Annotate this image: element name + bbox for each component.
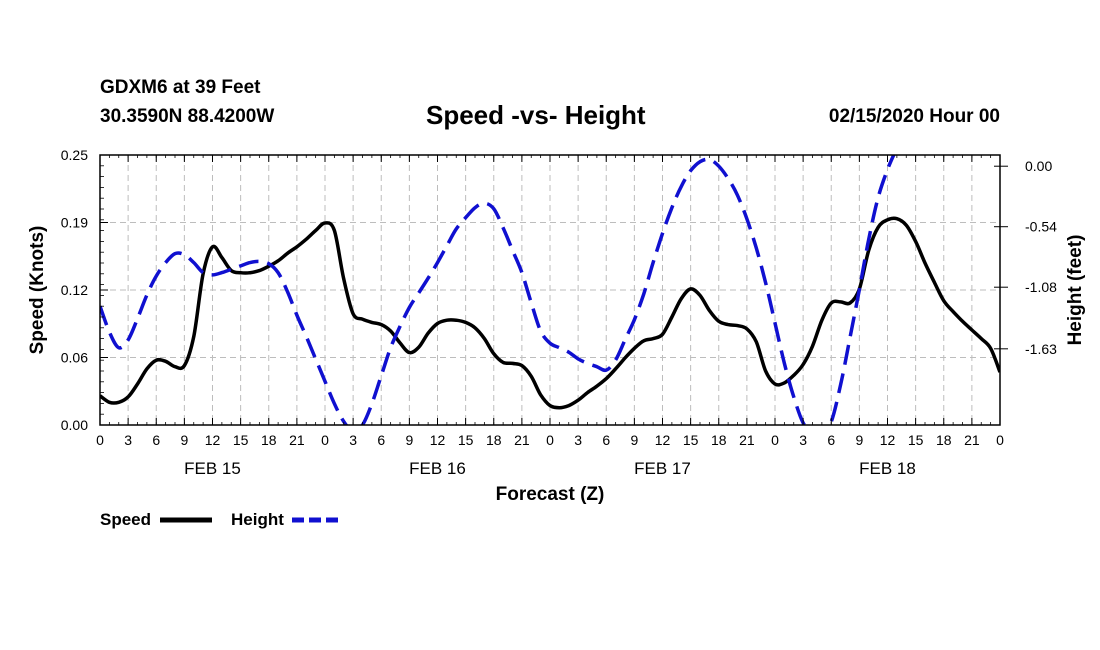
- x-tick-label: 6: [827, 432, 835, 448]
- y-right-axis-title: Height (feet): [1065, 235, 1086, 346]
- y-right-tick-label: -1.08: [1025, 279, 1057, 295]
- x-tick-label: 12: [880, 432, 896, 448]
- location-label: 30.3590N 88.4200W: [100, 106, 275, 127]
- axes: [99, 154, 1008, 426]
- x-tick-label: 9: [630, 432, 638, 448]
- x-tick-label: 3: [799, 432, 807, 448]
- day-label: FEB 16: [409, 459, 466, 478]
- axis-labels: 0 3 6 9 12 15 18 21 0 3 6 9 12 15 18 21 0 3 6 9 12 15 18 21 0 3 6 9…: [27, 147, 1086, 505]
- x-tick-label: 15: [683, 432, 699, 448]
- series-line-height: [100, 155, 896, 425]
- y-left-tick-label: 0.06: [61, 350, 88, 366]
- x-tick-label: 9: [855, 432, 863, 448]
- day-label: FEB 17: [634, 459, 691, 478]
- x-tick-label: 12: [655, 432, 671, 448]
- y-right-tick-label: -0.54: [1025, 219, 1057, 235]
- x-tick-label: 6: [152, 432, 160, 448]
- x-tick-label: 0: [546, 432, 554, 448]
- x-tick-label: 15: [233, 432, 249, 448]
- x-tick-label: 21: [289, 432, 305, 448]
- legend: Speed Height: [100, 510, 342, 529]
- legend-speed-label: Speed: [100, 510, 151, 529]
- station-label: GDXM6 at 39 Feet: [100, 77, 261, 98]
- day-label: FEB 18: [859, 459, 916, 478]
- x-tick-label: 12: [430, 432, 446, 448]
- x-tick-label: 3: [124, 432, 132, 448]
- x-tick-label: 0: [771, 432, 779, 448]
- datetime-label: 02/15/2020 Hour 00: [828, 106, 1000, 127]
- x-tick-label: 18: [486, 432, 502, 448]
- x-axis-title: Forecast (Z): [496, 484, 605, 505]
- x-tick-label: 9: [405, 432, 413, 448]
- x-tick-label: 0: [96, 432, 104, 448]
- x-tick-label: 3: [349, 432, 357, 448]
- chart-title: Speed -vs- Height: [426, 100, 646, 130]
- x-tick-label: 15: [458, 432, 474, 448]
- day-label: FEB 15: [184, 459, 241, 478]
- x-tick-label: 6: [602, 432, 610, 448]
- y-left-axis-title: Speed (Knots): [27, 226, 48, 355]
- x-tick-label: 21: [739, 432, 755, 448]
- x-tick-label: 9: [180, 432, 188, 448]
- legend-height-label: Height: [231, 510, 284, 529]
- x-tick-label: 6: [377, 432, 385, 448]
- series-line-speed: [100, 216, 1000, 410]
- y-left-tick-label: 0.19: [61, 215, 88, 231]
- y-left-tick-label: 0.12: [61, 282, 88, 298]
- x-tick-label: 0: [321, 432, 329, 448]
- grid: [100, 155, 1000, 425]
- x-tick-label: 18: [936, 432, 952, 448]
- y-left-tick-label: 0.25: [61, 147, 88, 163]
- x-tick-label: 0: [996, 432, 1004, 448]
- y-right-tick-label: 0.00: [1025, 158, 1052, 174]
- y-left-tick-label: 0.00: [61, 417, 88, 433]
- x-tick-label: 18: [711, 432, 727, 448]
- x-tick-label: 12: [205, 432, 221, 448]
- y-right-tick-label: -1.63: [1025, 341, 1057, 357]
- x-tick-label: 18: [261, 432, 277, 448]
- series-layer: [100, 155, 1000, 425]
- x-tick-label: 3: [574, 432, 582, 448]
- x-tick-label: 21: [964, 432, 980, 448]
- x-tick-label: 21: [514, 432, 530, 448]
- x-tick-label: 15: [908, 432, 924, 448]
